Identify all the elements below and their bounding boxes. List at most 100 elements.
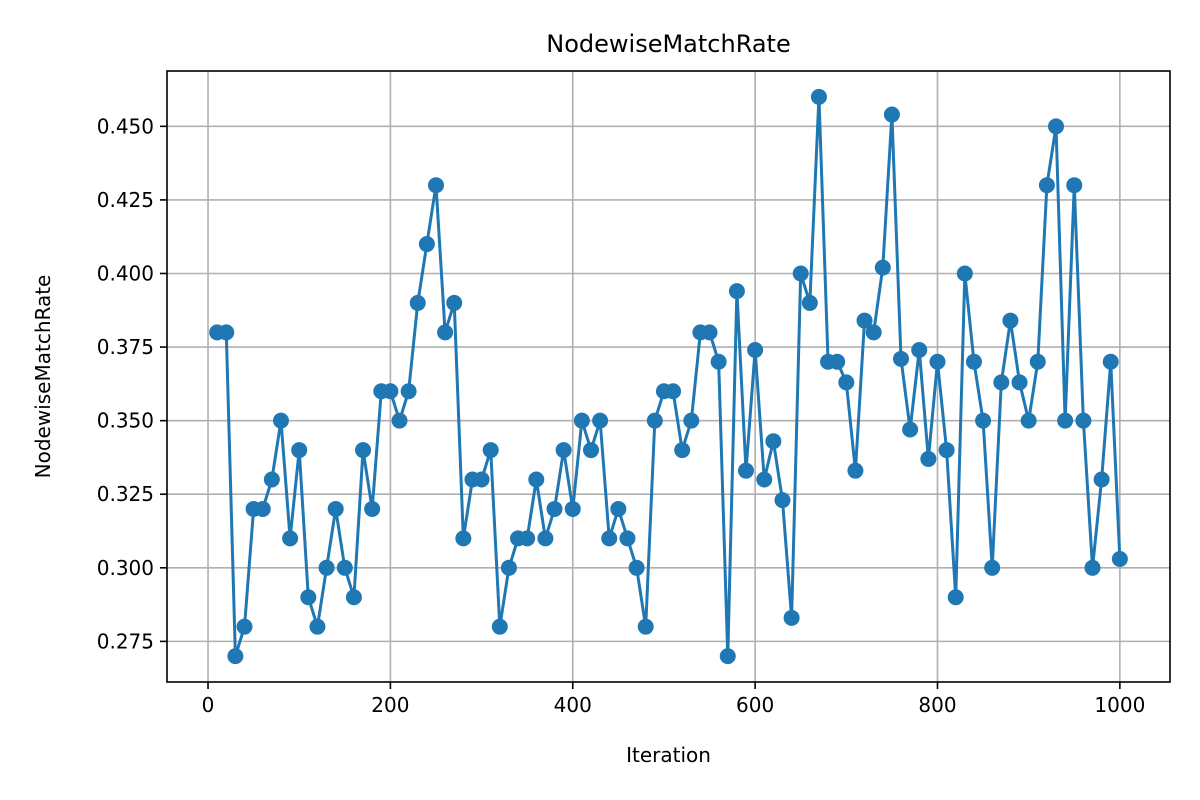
data-point [956, 265, 973, 282]
data-point [537, 530, 554, 547]
data-point [774, 492, 791, 509]
data-point [610, 500, 627, 517]
data-point [583, 442, 599, 459]
data-point [500, 559, 517, 576]
data-point [993, 374, 1010, 391]
data-point [847, 462, 864, 479]
data-point [1084, 559, 1101, 576]
data-point [555, 442, 572, 459]
data-point [382, 383, 399, 400]
y-tick-label: 0.350 [97, 409, 154, 433]
x-tick-label: 800 [918, 693, 956, 717]
data-point [327, 500, 344, 517]
data-point [756, 471, 773, 488]
data-point [355, 442, 372, 459]
data-point [427, 177, 444, 194]
data-point [564, 500, 581, 517]
data-point [856, 312, 873, 329]
data-point [810, 88, 827, 105]
data-point [1020, 412, 1037, 429]
y-tick-label: 0.300 [97, 556, 154, 580]
y-tick-label: 0.375 [97, 335, 154, 359]
data-point [947, 589, 964, 606]
data-point [701, 324, 718, 341]
data-point [482, 442, 499, 459]
data-point [282, 530, 299, 547]
data-point [1048, 118, 1065, 135]
data-point [227, 648, 244, 665]
data-point [683, 412, 700, 429]
data-point [893, 350, 910, 367]
data-point [1029, 353, 1046, 370]
data-point [446, 294, 463, 311]
plot-frame [166, 70, 1171, 683]
data-point [1111, 550, 1128, 567]
data-point [263, 471, 280, 488]
data-point [491, 618, 508, 635]
data-point [911, 342, 928, 359]
data-point [519, 530, 536, 547]
data-point [218, 324, 235, 341]
data-point [437, 324, 454, 341]
data-point [637, 618, 654, 635]
data-point [364, 500, 381, 517]
data-point [792, 265, 809, 282]
data-point [309, 618, 326, 635]
data-point [546, 500, 563, 517]
data-point [1011, 374, 1028, 391]
data-point [619, 530, 636, 547]
data-point [1066, 177, 1083, 194]
data-point [829, 353, 846, 370]
data-point [984, 559, 1001, 576]
data-point [391, 412, 408, 429]
data-point [838, 374, 855, 391]
data-point [400, 383, 417, 400]
data-point [236, 618, 253, 635]
data-point [920, 450, 937, 467]
data-point [573, 412, 590, 429]
data-point [865, 324, 882, 341]
data-point [473, 471, 490, 488]
y-tick-label: 0.425 [97, 188, 154, 212]
data-point [409, 294, 426, 311]
data-point [272, 412, 289, 429]
data-point [336, 559, 353, 576]
x-tick-label: 400 [554, 693, 592, 717]
data-point [902, 421, 919, 438]
data-point [728, 283, 745, 300]
y-tick-label: 0.450 [97, 114, 154, 138]
x-tick-label: 200 [371, 693, 409, 717]
data-point [1102, 353, 1119, 370]
data-point [628, 559, 645, 576]
tick-layer: 0 200 400 600 800 1000 0.275 0.300 0.325 0.350 0.3… [97, 114, 1146, 717]
data-point [418, 236, 435, 253]
series-layer [209, 88, 1128, 665]
y-tick-label: 0.275 [97, 629, 154, 653]
data-point [929, 353, 946, 370]
data-point [747, 342, 764, 359]
data-point [318, 559, 335, 576]
data-point [665, 383, 682, 400]
x-tick-label: 600 [736, 693, 774, 717]
y-tick-label: 0.400 [97, 261, 154, 285]
data-point [719, 648, 736, 665]
data-point [765, 433, 782, 450]
data-point [975, 412, 992, 429]
x-tick-label: 0 [202, 693, 215, 717]
data-point [883, 106, 900, 123]
data-point [345, 589, 362, 606]
data-point [1075, 412, 1092, 429]
data-point [254, 500, 271, 517]
data-point [601, 530, 618, 547]
data-point [738, 462, 754, 479]
data-point [1002, 312, 1019, 329]
data-point [965, 353, 982, 370]
data-point [646, 412, 663, 429]
data-point [710, 353, 727, 370]
data-point [455, 530, 472, 547]
chart-title: NodewiseMatchRate [546, 30, 790, 58]
data-point [874, 259, 891, 276]
data-point [674, 442, 691, 459]
data-point [1093, 471, 1110, 488]
